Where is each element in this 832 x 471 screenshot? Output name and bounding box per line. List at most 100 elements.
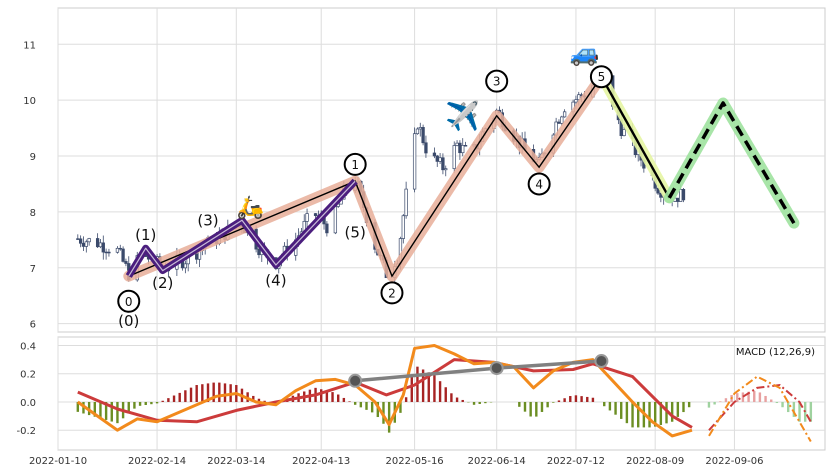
macd-histogram-bar xyxy=(569,396,572,402)
macd-histogram-bar xyxy=(172,395,176,402)
macd-histogram-bar xyxy=(687,401,691,408)
candle-body xyxy=(458,142,462,154)
candle-body xyxy=(574,99,578,103)
airplane-icon: ✈️ xyxy=(445,98,480,132)
price-y-tick-label: 8 xyxy=(30,208,36,219)
macd-histogram-bar xyxy=(603,401,606,407)
macd-y-tick-label: 0.4 xyxy=(20,341,36,352)
x-tick-label: 2022-08-09 xyxy=(626,456,684,467)
price-y-tick-label: 9 xyxy=(30,152,36,163)
macd-histogram-bar xyxy=(218,382,221,402)
candle-body xyxy=(441,157,445,171)
candle-body xyxy=(452,145,456,169)
x-tick-label: 2022-02-14 xyxy=(128,456,186,467)
macd-histogram-bar xyxy=(76,401,80,412)
macd-histogram-bar xyxy=(150,401,153,405)
candle-body xyxy=(124,261,128,264)
macd-histogram-bar xyxy=(99,401,102,419)
divergence-marker xyxy=(594,354,609,369)
major-wave-circle xyxy=(527,172,551,196)
macd-histogram-bar xyxy=(586,396,589,402)
major-wave-label: 0 xyxy=(125,295,133,309)
macd-histogram-bar xyxy=(574,395,578,402)
macd-histogram-bar xyxy=(133,401,136,409)
macd-projected-histogram-bar xyxy=(798,401,801,422)
icon-markers: 🛵 ✈️ 🚙 xyxy=(237,39,600,221)
macd-projected-histogram-bar xyxy=(758,392,762,402)
projection-line xyxy=(667,101,796,224)
major-wave-circle xyxy=(485,69,509,93)
macd-histogram-bar xyxy=(212,382,215,402)
candle-body xyxy=(78,238,83,244)
macd-histogram-bar xyxy=(252,395,255,402)
macd-histogram-bar xyxy=(670,401,674,422)
scooter-icon: 🛵 xyxy=(237,195,264,221)
candle-body xyxy=(183,263,188,269)
macd-projected-histogram-bar xyxy=(787,401,790,413)
candle-body xyxy=(98,242,103,248)
price-y-tick-label: 6 xyxy=(30,320,36,331)
macd-histogram-bar xyxy=(455,397,459,402)
candle-body xyxy=(95,238,100,248)
macd-projected-histogram-bar xyxy=(764,395,767,402)
macd-histogram-bar xyxy=(580,396,583,402)
macd-histogram-bar xyxy=(648,401,651,428)
major-wave-label: 5 xyxy=(598,70,606,84)
macd-y-tick-label: -0.2 xyxy=(16,426,36,437)
macd-histogram-bar xyxy=(546,401,549,408)
macd-histogram-bar xyxy=(637,401,640,428)
macd-histogram-bar xyxy=(614,401,617,415)
major-wave-circle xyxy=(589,65,613,89)
macd-histogram-bar xyxy=(257,398,261,402)
major-wave-circle xyxy=(117,289,141,313)
macd-histogram-bar xyxy=(376,401,380,418)
candle-body xyxy=(107,251,111,254)
macd-histogram-bar xyxy=(353,401,357,405)
macd-projected-histogram-bar xyxy=(770,399,773,402)
macd-histogram-bar xyxy=(263,400,266,402)
price-y-tick-labels: 6 7 8 9 10 11 xyxy=(23,40,36,330)
macd-histogram-bar xyxy=(552,401,555,403)
macd-projected-histogram-bar xyxy=(809,401,813,422)
macd-projected-histogram-bar xyxy=(792,401,796,417)
macd-histogram-bar xyxy=(433,375,436,402)
price-y-tick-label: 7 xyxy=(30,264,36,275)
macd-projected-histogram-bar xyxy=(713,401,716,405)
candle-body xyxy=(104,251,108,254)
macd-histogram-bar xyxy=(438,381,442,402)
x-tick-label: 2022-06-14 xyxy=(468,456,526,467)
macd-projected-histogram-bar xyxy=(775,401,779,404)
macd-histogram-bar xyxy=(444,387,447,402)
macd-histogram-bar xyxy=(184,390,187,402)
x-tick-label: 2022-01-10 xyxy=(29,456,87,467)
macd-histogram-bar xyxy=(336,394,340,402)
macd-histogram-bar xyxy=(608,401,612,411)
macd-histogram-bar xyxy=(404,397,408,402)
elliott-waves xyxy=(123,71,800,282)
macd-histogram-bar xyxy=(518,401,521,407)
macd-histogram-bar xyxy=(110,401,113,422)
x-tick-labels: 2022-01-10 2022-02-14 2022-03-14 2022-04-13… xyxy=(29,456,764,467)
candle-body xyxy=(81,242,86,247)
candle-body xyxy=(560,116,564,124)
candle-body xyxy=(118,247,122,250)
major-wave-label: 1 xyxy=(351,158,359,172)
macd-histogram-bar xyxy=(195,385,198,402)
minor-wave-label: (0) xyxy=(118,312,139,330)
minor-wave-label: (1) xyxy=(135,226,156,244)
candle-body xyxy=(115,247,120,253)
macd-projected-histogram-bar xyxy=(736,393,739,402)
macd-histogram-bar xyxy=(427,372,430,402)
candle-body xyxy=(421,127,425,144)
macd-histogram-bar xyxy=(325,390,329,402)
macd-histogram-bar xyxy=(631,401,634,428)
candle-body xyxy=(438,157,442,162)
macd-histogram-bar xyxy=(93,401,96,417)
macd-histogram-bar xyxy=(591,397,595,402)
candle-body xyxy=(401,215,405,239)
macd-histogram-bar xyxy=(320,389,323,402)
macd-histogram-bar xyxy=(167,398,170,402)
macd-divergence xyxy=(348,354,609,388)
macd-histogram-bar xyxy=(620,401,623,419)
macd-histogram-bar xyxy=(421,369,425,402)
